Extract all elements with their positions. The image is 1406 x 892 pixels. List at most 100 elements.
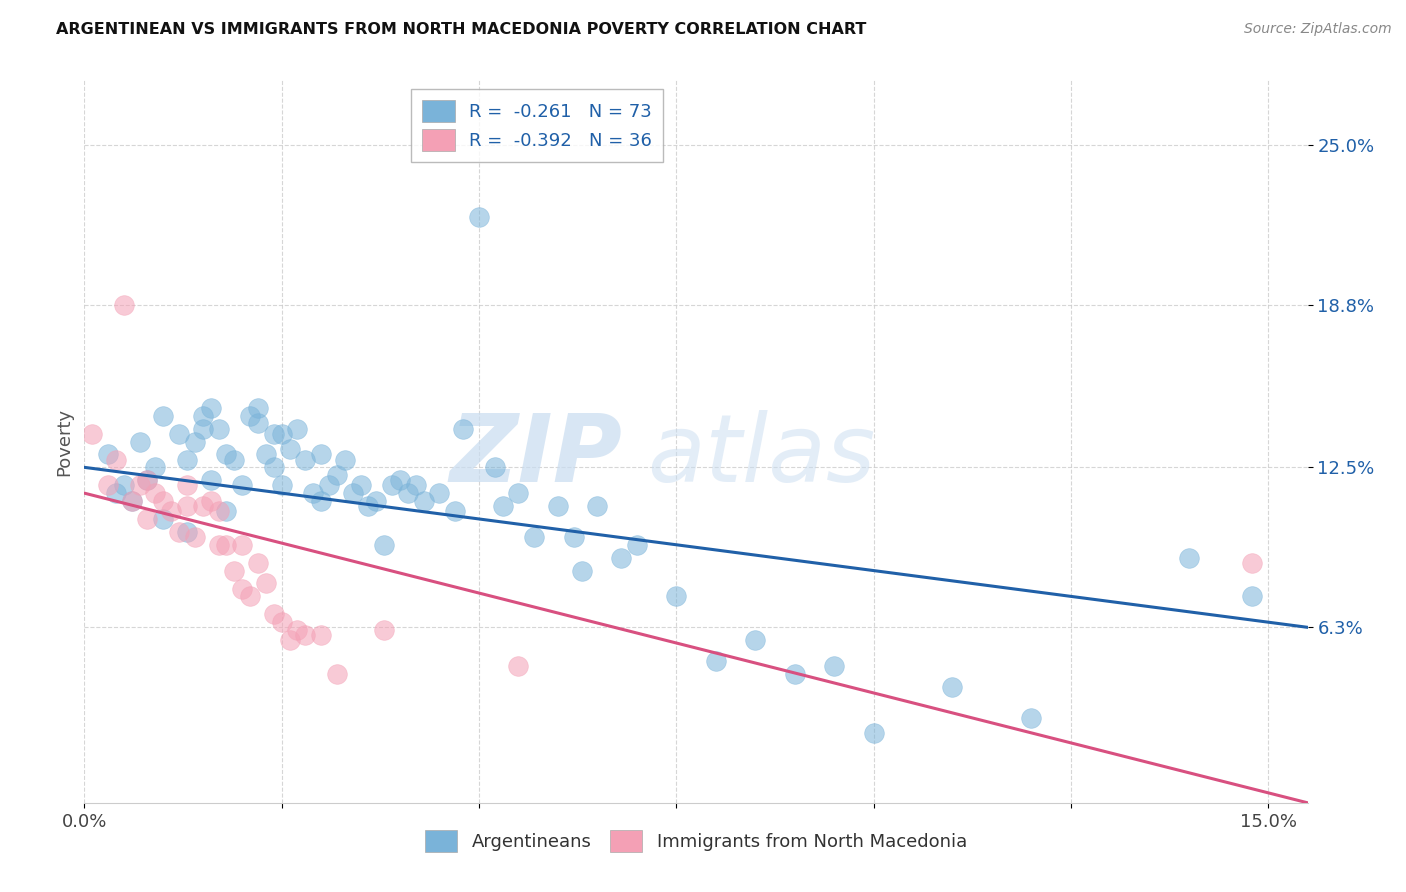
Point bbox=[200, 473, 222, 487]
Point bbox=[294, 452, 316, 467]
Point bbox=[468, 210, 491, 224]
Point bbox=[254, 447, 277, 461]
Point bbox=[270, 478, 292, 492]
Point bbox=[191, 499, 214, 513]
Point bbox=[145, 460, 167, 475]
Point bbox=[176, 524, 198, 539]
Point bbox=[287, 422, 309, 436]
Point bbox=[610, 550, 633, 565]
Point bbox=[97, 478, 120, 492]
Point bbox=[224, 564, 246, 578]
Point bbox=[508, 486, 530, 500]
Point bbox=[278, 633, 301, 648]
Point bbox=[246, 417, 269, 431]
Point bbox=[270, 426, 292, 441]
Point bbox=[665, 590, 688, 604]
Point bbox=[231, 582, 253, 596]
Point bbox=[484, 460, 506, 475]
Point bbox=[309, 494, 332, 508]
Point bbox=[389, 473, 412, 487]
Point bbox=[294, 628, 316, 642]
Point bbox=[128, 434, 150, 449]
Point bbox=[366, 494, 388, 508]
Point bbox=[97, 447, 120, 461]
Point bbox=[429, 486, 451, 500]
Point bbox=[1021, 711, 1043, 725]
Point bbox=[941, 680, 963, 694]
Point bbox=[112, 298, 135, 312]
Point bbox=[215, 504, 238, 518]
Point bbox=[207, 538, 229, 552]
Point bbox=[373, 623, 395, 637]
Text: ARGENTINEAN VS IMMIGRANTS FROM NORTH MACEDONIA POVERTY CORRELATION CHART: ARGENTINEAN VS IMMIGRANTS FROM NORTH MAC… bbox=[56, 22, 866, 37]
Point bbox=[302, 486, 325, 500]
Point bbox=[145, 486, 167, 500]
Point bbox=[704, 654, 727, 668]
Text: Source: ZipAtlas.com: Source: ZipAtlas.com bbox=[1244, 22, 1392, 37]
Point bbox=[246, 401, 269, 415]
Point bbox=[167, 426, 190, 441]
Point bbox=[254, 576, 277, 591]
Point bbox=[136, 512, 159, 526]
Point bbox=[333, 452, 356, 467]
Point bbox=[287, 623, 309, 637]
Point bbox=[184, 434, 207, 449]
Point bbox=[263, 460, 285, 475]
Point bbox=[121, 494, 143, 508]
Point bbox=[444, 504, 467, 518]
Point bbox=[184, 530, 207, 544]
Point bbox=[309, 447, 332, 461]
Point bbox=[326, 666, 349, 681]
Point bbox=[191, 409, 214, 423]
Point bbox=[191, 422, 214, 436]
Point bbox=[744, 633, 766, 648]
Point bbox=[207, 422, 229, 436]
Point bbox=[862, 726, 884, 740]
Point bbox=[823, 659, 845, 673]
Point bbox=[215, 538, 238, 552]
Point bbox=[263, 426, 285, 441]
Point bbox=[1241, 556, 1264, 570]
Point bbox=[215, 447, 238, 461]
Point bbox=[342, 486, 364, 500]
Point bbox=[239, 590, 262, 604]
Point bbox=[152, 409, 174, 423]
Point bbox=[231, 478, 253, 492]
Point bbox=[239, 409, 262, 423]
Point bbox=[373, 538, 395, 552]
Point bbox=[176, 499, 198, 513]
Point bbox=[176, 452, 198, 467]
Point bbox=[783, 666, 806, 681]
Legend: Argentineans, Immigrants from North Macedonia: Argentineans, Immigrants from North Mace… bbox=[418, 822, 974, 859]
Point bbox=[278, 442, 301, 457]
Point bbox=[412, 494, 434, 508]
Point bbox=[160, 504, 183, 518]
Point bbox=[508, 659, 530, 673]
Point bbox=[104, 486, 127, 500]
Point bbox=[396, 486, 419, 500]
Text: ZIP: ZIP bbox=[450, 410, 623, 502]
Point bbox=[263, 607, 285, 622]
Point bbox=[357, 499, 380, 513]
Point bbox=[523, 530, 546, 544]
Point bbox=[381, 478, 404, 492]
Point bbox=[136, 473, 159, 487]
Point bbox=[491, 499, 513, 513]
Text: atlas: atlas bbox=[647, 410, 876, 501]
Point bbox=[128, 478, 150, 492]
Point bbox=[562, 530, 585, 544]
Point bbox=[270, 615, 292, 630]
Point bbox=[1241, 590, 1264, 604]
Point bbox=[200, 401, 222, 415]
Point bbox=[167, 524, 190, 539]
Y-axis label: Poverty: Poverty bbox=[55, 408, 73, 475]
Point bbox=[152, 494, 174, 508]
Point bbox=[200, 494, 222, 508]
Point bbox=[1178, 550, 1201, 565]
Point bbox=[224, 452, 246, 467]
Point bbox=[176, 478, 198, 492]
Point bbox=[547, 499, 569, 513]
Point bbox=[136, 473, 159, 487]
Point bbox=[349, 478, 371, 492]
Point bbox=[309, 628, 332, 642]
